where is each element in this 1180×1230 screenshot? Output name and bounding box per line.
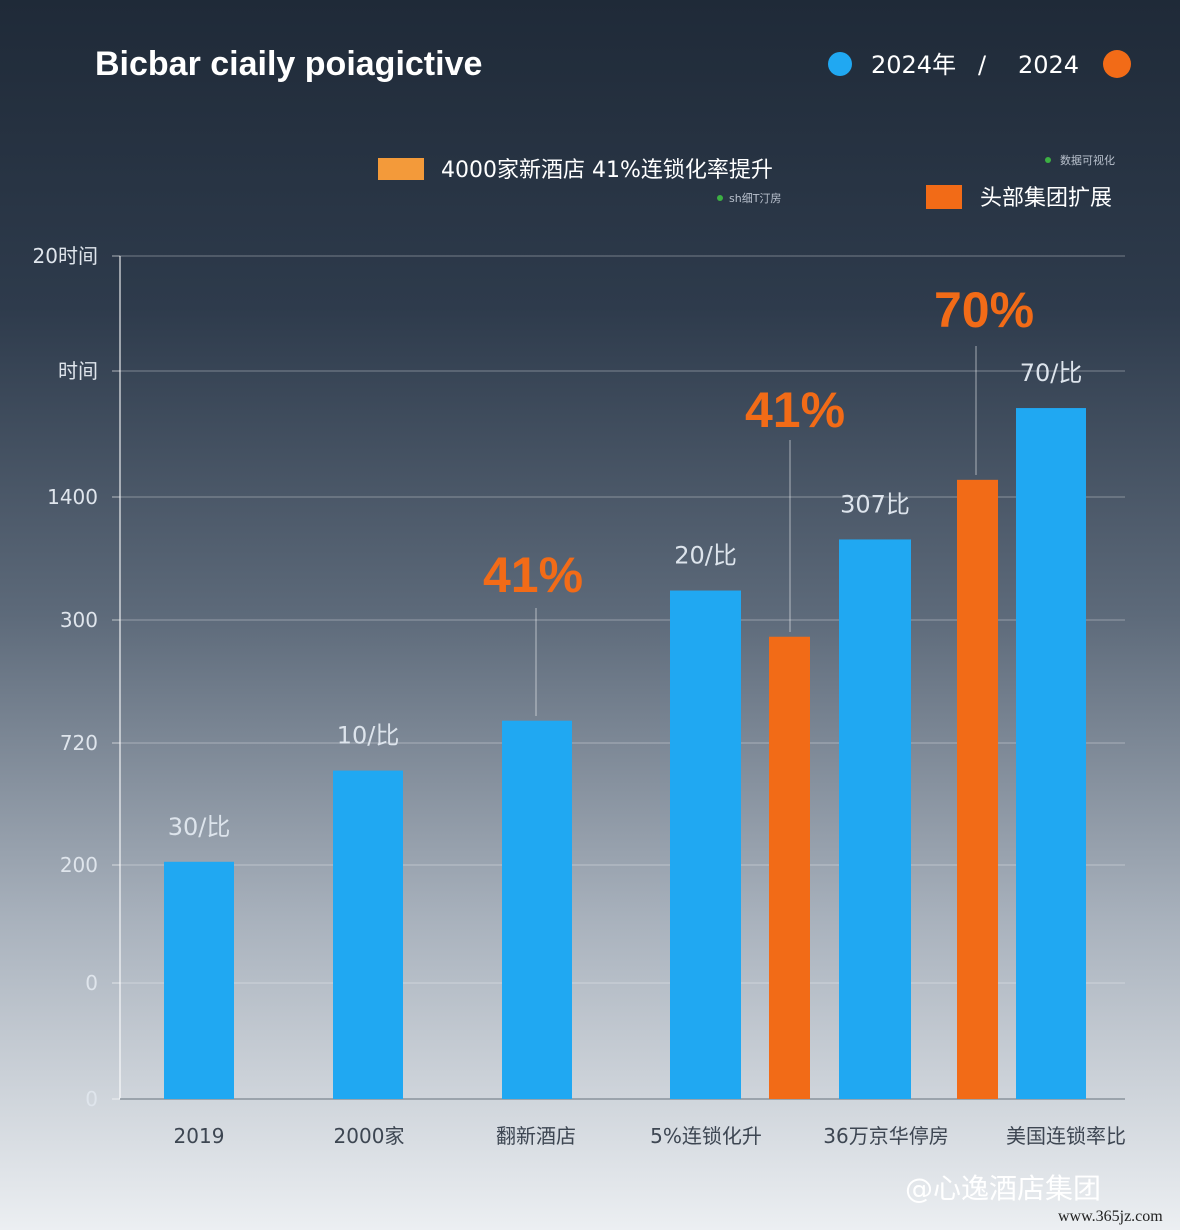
x-tick-label: 2019 [174,1124,225,1148]
plot-area: 0 0 200 720 300 1400 时间 20时间 30/比 10/比 20/比 307比 70/… [33,244,1126,1148]
y-tick-label: 300 [60,608,98,632]
sub-legend-dot-2 [1045,157,1051,163]
bar-value-label: 70/比 [1020,359,1083,387]
bar-value-label: 20/比 [674,542,737,570]
x-tick-label: 36万京华停房 [823,1124,948,1148]
y-tick-label: 0 [85,1087,98,1111]
bar-value-label: 10/比 [337,722,400,750]
legend-blue-label: 2024年 [871,51,956,79]
y-tick-label: 20时间 [33,244,98,268]
chart-title: Bicbar ciaily poiagictive [95,45,482,83]
legend-blue-swatch [828,52,852,76]
x-tick-label: 美国连锁率比 [1006,1124,1126,1148]
bar-blue [164,861,234,1099]
bar-blue [670,590,741,1099]
legend-divider: / [978,51,987,79]
sub-legend-note-2: 数据可视化 [1060,153,1115,167]
y-tick-label: 200 [60,853,98,877]
bar-value-label: 307比 [840,490,910,518]
bar-blue [333,770,403,1099]
y-tick-label: 时间 [58,359,98,383]
sub-legend-item-1: 4000家新酒店 41%连锁化率提升 [441,158,773,183]
callout-label: 70% [934,282,1034,338]
y-tick-label: 1400 [47,485,98,509]
sub-legend-swatch-2 [926,185,962,209]
watermark-url: www.365jz.com [1058,1208,1163,1225]
legend-orange-label: 2024 [1018,51,1079,79]
y-tick-label: 0 [85,971,98,995]
bar-value-label: 30/比 [168,813,231,841]
bar-blue [839,539,911,1099]
x-tick-label: 5%连锁化升 [650,1124,762,1148]
sub-legend-note-1: sh细T汀房 [729,192,781,205]
legend-orange-swatch [1103,50,1131,78]
callout-label: 41% [745,382,845,438]
sub-legend-item-2: 头部集团扩展 [980,186,1112,211]
bar-orange [957,479,998,1099]
bar-orange [769,636,810,1099]
x-tick-label: 翻新酒店 [496,1124,576,1148]
sub-legend-dot-1 [717,195,723,201]
x-tick-label: 2000家 [334,1124,405,1148]
callout-label: 41% [483,547,583,603]
y-tick-label: 720 [60,731,98,755]
sub-legend-swatch-1 [378,158,424,180]
bar-blue [1016,408,1086,1099]
bar-blue [502,720,572,1099]
watermark: @心逸酒店集团 [905,1172,1101,1205]
